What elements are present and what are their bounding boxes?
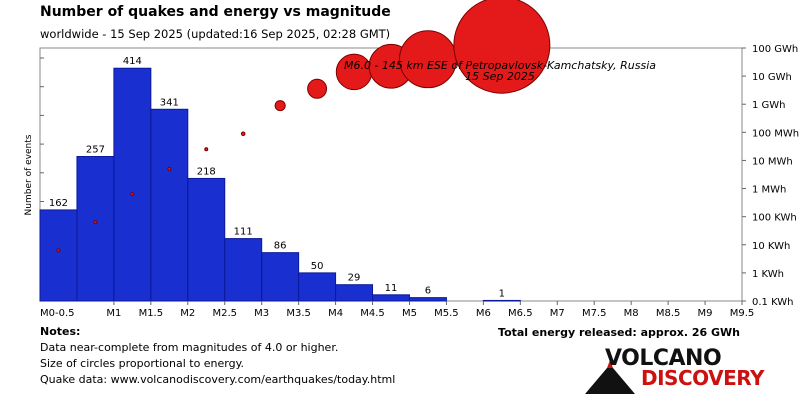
notes-heading: Notes:	[40, 325, 81, 338]
bar-value-label: 50	[311, 261, 324, 272]
energy-circle	[274, 100, 286, 112]
bar-value-label: 414	[123, 56, 142, 67]
energy-axis-label: 100 GWh	[752, 44, 798, 55]
x-tick-label: M7.5	[582, 308, 607, 319]
bar	[408, 297, 447, 302]
energy-circle	[93, 220, 98, 225]
y-axis-title: Number of events	[24, 134, 34, 215]
x-tick-label: M1	[106, 308, 121, 319]
x-tick-label: M9	[698, 308, 713, 319]
bar	[482, 299, 521, 302]
chart-title: Number of quakes and energy vs magnitude	[40, 4, 391, 20]
energy-axis-label: 0.1 KWh	[752, 297, 794, 308]
x-tick-label: M4	[328, 308, 343, 319]
x-tick-label: M2	[180, 308, 195, 319]
x-tick-label: M3.5	[286, 308, 311, 319]
volcano-icon	[585, 360, 635, 394]
x-tick-label: M5	[402, 308, 417, 319]
bar	[335, 284, 374, 302]
bar-value-label: 341	[160, 97, 179, 108]
energy-axis-label: 100 KWh	[752, 213, 797, 224]
x-tick-label: M5.5	[434, 308, 459, 319]
x-tick-label: M7	[550, 308, 565, 319]
x-tick-label: M3	[254, 308, 269, 319]
energy-circle	[453, 0, 551, 94]
energy-circle	[167, 166, 172, 171]
bar-value-label: 6	[425, 286, 431, 297]
energy-circle	[130, 192, 135, 197]
energy-axis-label: 10 KWh	[752, 241, 790, 252]
logo-line1: VOLCANO	[605, 346, 722, 371]
energy-circle	[307, 78, 328, 99]
bar-value-label: 11	[385, 283, 398, 294]
energy-circle	[204, 147, 209, 152]
bar	[298, 272, 337, 302]
x-tick-label: M8.5	[656, 308, 681, 319]
x-tick-label: M4.5	[360, 308, 385, 319]
bar-value-label: 218	[197, 166, 216, 177]
bar	[76, 156, 115, 302]
annotation-line1: M6.0 - 145 km ESE of Petropavlovsk-Kamch…	[344, 59, 656, 72]
energy-axis-label: 10 GWh	[752, 72, 792, 83]
energy-circle	[56, 248, 61, 253]
x-tick-label: M8	[624, 308, 639, 319]
energy-axis-label: 1 MWh	[752, 185, 786, 196]
bar	[372, 294, 410, 302]
bar	[39, 209, 78, 302]
chart-subtitle: worldwide - 15 Sep 2025 (updated:16 Sep …	[40, 27, 391, 41]
x-tick-label: M6	[476, 308, 491, 319]
notes-line: Quake data: www.volcanodiscovery.com/ear…	[40, 373, 396, 386]
x-tick-label: M2.5	[212, 308, 237, 319]
x-tick-label: M1.5	[139, 308, 164, 319]
bar	[187, 177, 226, 302]
notes-block: Notes: Data near-complete from magnitude…	[40, 324, 395, 388]
energy-circle	[240, 131, 246, 137]
energy-axis-label: 10 MWh	[752, 156, 793, 167]
volcano-discovery-logo: VOLCANO DISCOVERY	[585, 346, 765, 396]
notes-line: Data near-complete from magnitudes of 4.…	[40, 341, 339, 354]
bar	[261, 252, 300, 302]
x-tick-label: M0-0.5	[40, 308, 75, 319]
logo-line2: DISCOVERY	[641, 366, 765, 390]
annotation-line2: 15 Sep 2025	[465, 70, 535, 83]
bar	[224, 238, 263, 302]
x-tick-label: M9.5	[730, 308, 755, 319]
total-energy: Total energy released: approx. 26 GWh	[498, 326, 740, 339]
energy-axis-label: 100 MWh	[752, 128, 799, 139]
x-tick-label: M6.5	[508, 308, 533, 319]
bar-value-label: 257	[86, 145, 105, 156]
bar-value-label: 162	[49, 198, 68, 209]
energy-axis-label: 1 KWh	[752, 269, 784, 280]
bar-value-label: 29	[348, 273, 361, 284]
bar-value-label: 111	[234, 227, 253, 238]
notes-line: Size of circles proportional to energy.	[40, 357, 245, 370]
bar-value-label: 86	[274, 241, 287, 252]
bar	[113, 67, 152, 302]
bar-value-label: 1	[499, 288, 505, 299]
energy-axis-label: 1 GWh	[752, 100, 786, 111]
bar	[150, 108, 189, 302]
